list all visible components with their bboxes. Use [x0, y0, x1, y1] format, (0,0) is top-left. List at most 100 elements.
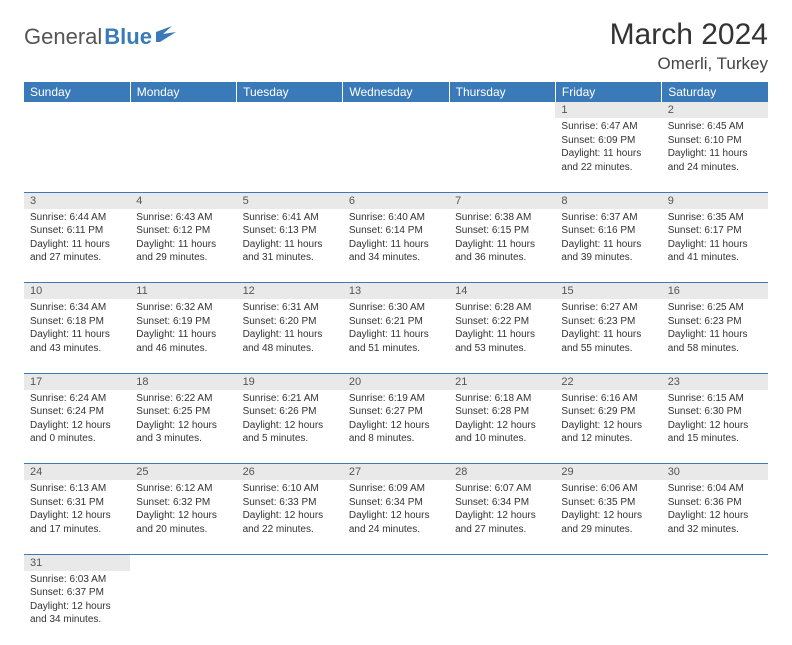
day-detail-line: and 24 minutes.	[349, 523, 443, 537]
day-number-cell: 6	[343, 192, 449, 209]
day-detail-line: Sunrise: 6:37 AM	[561, 211, 655, 225]
day-content-cell	[130, 571, 236, 645]
day-detail-line: Daylight: 12 hours	[30, 600, 124, 614]
weekday-header-row: Sunday Monday Tuesday Wednesday Thursday…	[24, 82, 768, 102]
day-content-cell: Sunrise: 6:43 AMSunset: 6:12 PMDaylight:…	[130, 209, 236, 283]
day-detail-line: Sunset: 6:16 PM	[561, 224, 655, 238]
day-detail-line: Sunrise: 6:15 AM	[668, 392, 762, 406]
day-detail-line: and 32 minutes.	[668, 523, 762, 537]
day-content-cell: Sunrise: 6:13 AMSunset: 6:31 PMDaylight:…	[24, 480, 130, 554]
weekday-header: Saturday	[662, 82, 768, 102]
day-detail-line: Sunset: 6:11 PM	[30, 224, 124, 238]
day-detail-line: Sunset: 6:31 PM	[30, 496, 124, 510]
day-number-cell	[449, 554, 555, 571]
day-number-cell: 24	[24, 464, 130, 481]
day-detail-line: and 8 minutes.	[349, 432, 443, 446]
day-content-cell: Sunrise: 6:40 AMSunset: 6:14 PMDaylight:…	[343, 209, 449, 283]
day-detail-line: Sunrise: 6:06 AM	[561, 482, 655, 496]
day-detail-line: and 29 minutes.	[136, 251, 230, 265]
day-detail-line: and 0 minutes.	[30, 432, 124, 446]
day-content-row: Sunrise: 6:44 AMSunset: 6:11 PMDaylight:…	[24, 209, 768, 283]
day-detail-line: Daylight: 12 hours	[136, 509, 230, 523]
day-number-cell: 15	[555, 283, 661, 300]
day-detail-line: Daylight: 12 hours	[455, 509, 549, 523]
day-number-cell: 18	[130, 373, 236, 390]
day-number-cell	[130, 554, 236, 571]
day-number-cell: 20	[343, 373, 449, 390]
day-content-row: Sunrise: 6:13 AMSunset: 6:31 PMDaylight:…	[24, 480, 768, 554]
day-detail-line: Sunrise: 6:22 AM	[136, 392, 230, 406]
day-detail-line: and 27 minutes.	[455, 523, 549, 537]
day-detail-line: Daylight: 11 hours	[668, 147, 762, 161]
day-detail-line: and 34 minutes.	[349, 251, 443, 265]
day-detail-line: Sunset: 6:29 PM	[561, 405, 655, 419]
weekday-header: Friday	[555, 82, 661, 102]
day-content-cell: Sunrise: 6:21 AMSunset: 6:26 PMDaylight:…	[237, 390, 343, 464]
day-detail-line: and 15 minutes.	[668, 432, 762, 446]
day-detail-line: Daylight: 12 hours	[349, 509, 443, 523]
day-number-cell: 25	[130, 464, 236, 481]
day-content-cell: Sunrise: 6:06 AMSunset: 6:35 PMDaylight:…	[555, 480, 661, 554]
day-number-cell	[449, 102, 555, 118]
day-detail-line: Sunset: 6:30 PM	[668, 405, 762, 419]
day-detail-line: and 22 minutes.	[243, 523, 337, 537]
day-detail-line: Daylight: 11 hours	[30, 238, 124, 252]
day-detail-line: and 51 minutes.	[349, 342, 443, 356]
day-content-cell: Sunrise: 6:15 AMSunset: 6:30 PMDaylight:…	[662, 390, 768, 464]
day-detail-line: Sunrise: 6:34 AM	[30, 301, 124, 315]
daynum-row: 31	[24, 554, 768, 571]
day-number-cell: 1	[555, 102, 661, 118]
day-content-cell: Sunrise: 6:47 AMSunset: 6:09 PMDaylight:…	[555, 118, 661, 192]
day-detail-line: Sunset: 6:28 PM	[455, 405, 549, 419]
day-detail-line: and 41 minutes.	[668, 251, 762, 265]
day-content-cell: Sunrise: 6:10 AMSunset: 6:33 PMDaylight:…	[237, 480, 343, 554]
logo-text-blue: Blue	[104, 24, 152, 50]
day-detail-line: Sunset: 6:24 PM	[30, 405, 124, 419]
day-detail-line: and 55 minutes.	[561, 342, 655, 356]
day-content-cell	[449, 118, 555, 192]
day-content-cell: Sunrise: 6:03 AMSunset: 6:37 PMDaylight:…	[24, 571, 130, 645]
weekday-header: Sunday	[24, 82, 130, 102]
day-number-cell	[24, 102, 130, 118]
day-content-cell	[449, 571, 555, 645]
day-content-cell: Sunrise: 6:12 AMSunset: 6:32 PMDaylight:…	[130, 480, 236, 554]
day-detail-line: Sunrise: 6:27 AM	[561, 301, 655, 315]
location: Omerli, Turkey	[610, 54, 768, 74]
day-detail-line: Sunset: 6:13 PM	[243, 224, 337, 238]
day-content-cell	[555, 571, 661, 645]
day-content-cell: Sunrise: 6:04 AMSunset: 6:36 PMDaylight:…	[662, 480, 768, 554]
day-detail-line: Daylight: 12 hours	[243, 509, 337, 523]
day-detail-line: and 36 minutes.	[455, 251, 549, 265]
day-number-cell: 3	[24, 192, 130, 209]
day-detail-line: and 29 minutes.	[561, 523, 655, 537]
day-content-cell: Sunrise: 6:32 AMSunset: 6:19 PMDaylight:…	[130, 299, 236, 373]
day-detail-line: Sunset: 6:35 PM	[561, 496, 655, 510]
daynum-row: 10111213141516	[24, 283, 768, 300]
day-detail-line: Sunrise: 6:35 AM	[668, 211, 762, 225]
day-detail-line: Daylight: 11 hours	[561, 147, 655, 161]
day-number-cell: 11	[130, 283, 236, 300]
day-detail-line: Sunset: 6:25 PM	[136, 405, 230, 419]
day-detail-line: Daylight: 11 hours	[561, 238, 655, 252]
day-detail-line: Daylight: 11 hours	[455, 238, 549, 252]
weekday-header: Monday	[130, 82, 236, 102]
day-detail-line: Daylight: 11 hours	[136, 328, 230, 342]
day-detail-line: and 10 minutes.	[455, 432, 549, 446]
logo-text-general: General	[24, 24, 102, 50]
logo: General Blue	[24, 18, 178, 50]
day-number-cell	[343, 102, 449, 118]
day-number-cell: 21	[449, 373, 555, 390]
daynum-row: 17181920212223	[24, 373, 768, 390]
day-content-row: Sunrise: 6:47 AMSunset: 6:09 PMDaylight:…	[24, 118, 768, 192]
day-detail-line: Sunrise: 6:18 AM	[455, 392, 549, 406]
day-content-cell: Sunrise: 6:18 AMSunset: 6:28 PMDaylight:…	[449, 390, 555, 464]
day-number-cell: 27	[343, 464, 449, 481]
weekday-header: Wednesday	[343, 82, 449, 102]
day-detail-line: Daylight: 11 hours	[668, 328, 762, 342]
day-number-cell: 9	[662, 192, 768, 209]
day-content-cell: Sunrise: 6:34 AMSunset: 6:18 PMDaylight:…	[24, 299, 130, 373]
day-number-cell	[343, 554, 449, 571]
day-detail-line: Sunrise: 6:25 AM	[668, 301, 762, 315]
day-number-cell: 31	[24, 554, 130, 571]
day-detail-line: and 3 minutes.	[136, 432, 230, 446]
